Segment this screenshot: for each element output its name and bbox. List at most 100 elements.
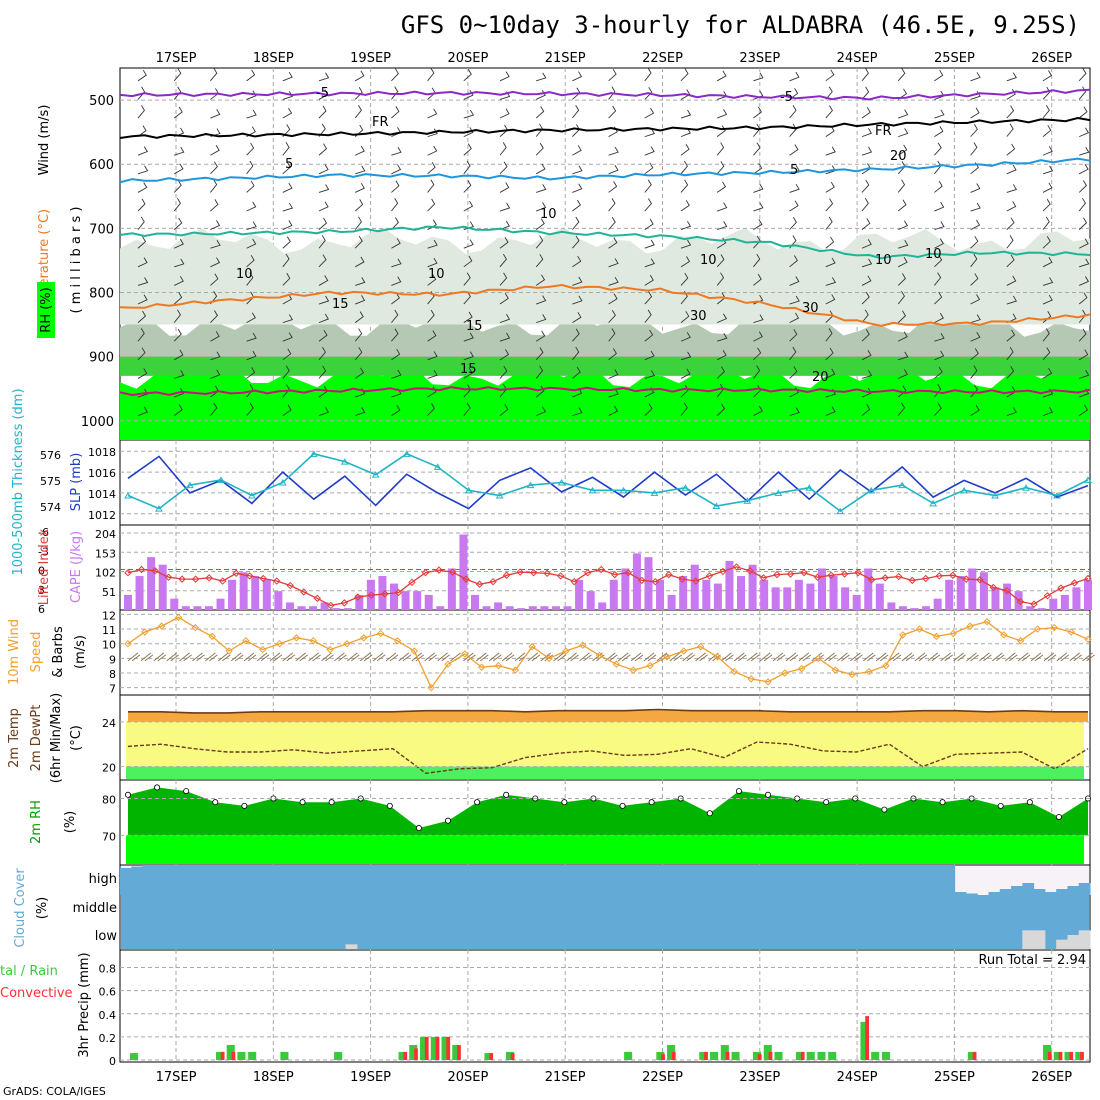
wind-barb-icon xyxy=(897,402,906,416)
wind-barb-icon xyxy=(1078,238,1089,249)
cloud-high-bar xyxy=(401,865,414,895)
cape-bar xyxy=(1037,608,1046,610)
wind-speed-marker xyxy=(208,632,216,641)
slp-tick-label: 1014 xyxy=(88,488,116,501)
cape-bar xyxy=(285,602,294,610)
precip-total-bar xyxy=(280,1051,289,1060)
wind-barb-icon xyxy=(427,161,436,175)
wind-barb-icon xyxy=(1042,70,1053,82)
wind-barb-icon xyxy=(1079,147,1090,156)
cape-bar xyxy=(424,594,433,610)
temp-label-b: 2m DewPt xyxy=(29,705,44,772)
precip-total-bar xyxy=(505,1051,515,1060)
cloud-high-bar xyxy=(616,865,629,895)
wind-barb-icon xyxy=(789,255,798,268)
wind-barb-icon xyxy=(137,86,146,100)
cloud-low-bar xyxy=(345,944,358,949)
wind-barb-icon xyxy=(246,332,257,342)
wind-barb-icon xyxy=(717,109,728,119)
wind-speed-marker xyxy=(360,634,368,642)
wind-barb-icon xyxy=(1078,180,1087,193)
bottom-date-label: 18SEP xyxy=(253,1070,294,1085)
rh2m-panel: 80 70 xyxy=(102,784,1092,864)
cape-bar xyxy=(979,572,988,610)
lifted-index-marker xyxy=(759,574,768,582)
wind-barb-icon xyxy=(424,652,437,662)
wind-barb-icon xyxy=(934,384,942,398)
wind-barb-icon xyxy=(716,70,727,82)
wind-barb-icon xyxy=(716,161,725,175)
thickness-marker xyxy=(464,486,473,494)
wind-speed-marker xyxy=(966,622,974,630)
cloud-high-bar xyxy=(480,865,493,895)
cape-bar xyxy=(875,583,884,610)
precip-total-bar xyxy=(699,1051,708,1060)
wind-frame xyxy=(119,609,1091,696)
lifted-index-marker xyxy=(651,577,660,586)
wind-barb-icon xyxy=(992,652,1005,662)
wind-barb-icon xyxy=(644,67,652,82)
cape-bar xyxy=(390,583,399,610)
wind-barb-icon xyxy=(391,197,399,212)
pressure-tick-label: 1000 xyxy=(81,415,114,430)
wind-barb-icon xyxy=(173,106,183,119)
wind-barb-icon xyxy=(617,652,631,662)
wind-barb-icon xyxy=(347,652,360,662)
wind-barb-icon xyxy=(970,107,980,119)
precip-legend-total: tal / Rain xyxy=(0,964,58,979)
thickness-marker xyxy=(650,489,659,496)
li-tick-label: 3 xyxy=(38,584,45,597)
cape-bar xyxy=(563,606,572,610)
thickness-marker xyxy=(155,505,163,512)
wind-barb-icon xyxy=(753,162,763,175)
wind-barb-icon xyxy=(1006,217,1015,230)
thickness-marker xyxy=(743,497,752,504)
wind-barb-icon xyxy=(914,652,928,662)
rh-axis-label: RH (%) xyxy=(39,287,54,332)
wind-barb-icon xyxy=(680,221,692,231)
wind-barb-icon xyxy=(527,652,541,662)
cloud-high-bar xyxy=(943,865,956,895)
rh2m-marker xyxy=(706,810,713,817)
thickness-tick-label: 576 xyxy=(40,449,61,462)
lifted-index-marker xyxy=(502,571,511,579)
wind-barb-icon xyxy=(608,369,619,379)
wind-barb-icon xyxy=(789,105,797,119)
wind-barb-icon xyxy=(499,142,507,156)
rh2m-marker xyxy=(1026,799,1033,806)
wind-barb-icon xyxy=(1042,146,1053,156)
wind-barb-icon xyxy=(644,350,655,361)
wind-barb-icon xyxy=(1079,370,1090,379)
cape-bar xyxy=(609,579,618,610)
thickness-marker xyxy=(836,507,845,515)
wind-barb-icon xyxy=(282,236,291,249)
cloud-high-bar xyxy=(650,865,662,895)
wind-speed-marker xyxy=(629,666,637,674)
wind-barb-icon xyxy=(680,200,690,212)
cloud-high-bar xyxy=(1022,883,1035,895)
wind-barb-icon xyxy=(861,258,873,268)
cape-bar xyxy=(470,594,479,610)
wind-barb-icon xyxy=(246,142,255,156)
cloud-high-bar xyxy=(244,865,256,895)
cloud-high-bar xyxy=(300,865,313,895)
top-date-label: 21SEP xyxy=(545,51,586,66)
wind-speed-marker xyxy=(680,647,688,655)
lifted-index-marker xyxy=(394,588,403,597)
wind-barb-icon xyxy=(898,369,909,379)
wind-barb-icon xyxy=(501,652,515,662)
cloud-high-bar xyxy=(345,865,358,895)
lifted-index-marker xyxy=(1084,574,1092,583)
precip-total-bar xyxy=(731,1051,740,1060)
wind-barb-icon xyxy=(499,236,509,249)
thickness-marker xyxy=(898,481,907,489)
wind-barb-icon xyxy=(572,328,580,342)
cape-bar xyxy=(274,591,283,610)
precip-convective-bar xyxy=(1080,1051,1084,1060)
wind-barb-icon xyxy=(210,369,221,379)
isotherm-line xyxy=(119,116,1091,139)
cape-bar xyxy=(204,606,213,610)
cape-bar xyxy=(1060,594,1069,610)
wind-barb-icon xyxy=(608,348,617,361)
cape-bar xyxy=(852,594,861,610)
